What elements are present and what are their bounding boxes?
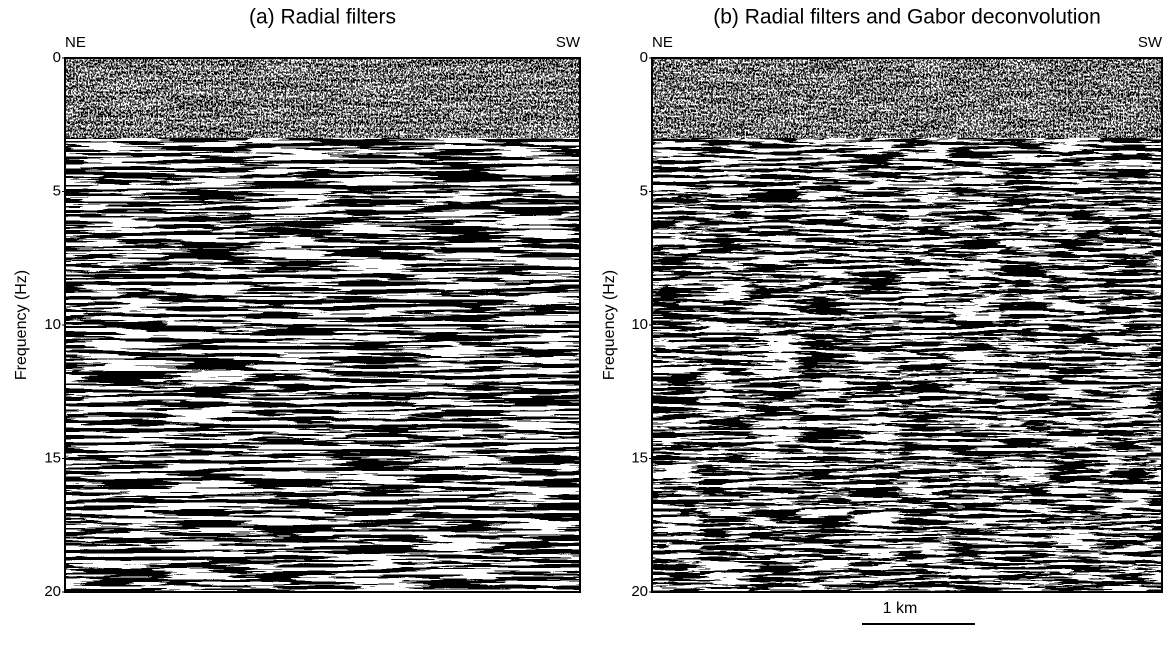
- panel-title: (a) Radial filters: [249, 6, 396, 29]
- y-tick-label: 0: [640, 49, 648, 66]
- direction-label: SW: [1138, 34, 1163, 51]
- y-tick-label: 20: [631, 583, 648, 600]
- noise-band: [652, 58, 1162, 138]
- direction-label: SW: [556, 34, 581, 51]
- panel-title: (b) Radial filters and Gabor deconvoluti…: [713, 6, 1101, 29]
- scale-bar-label: 1 km: [883, 600, 918, 617]
- y-axis-label: Frequency (Hz): [601, 270, 618, 380]
- seismic-section: [652, 58, 1162, 592]
- y-tick-label: 5: [640, 182, 648, 199]
- y-tick-label: 20: [44, 583, 61, 600]
- y-tick-label: 10: [44, 316, 61, 333]
- y-tick-label: 15: [631, 449, 648, 466]
- y-tick-label: 10: [631, 316, 648, 333]
- direction-label: NE: [65, 34, 86, 51]
- y-tick-label: 5: [53, 182, 61, 199]
- y-axis-label: Frequency (Hz): [13, 270, 30, 380]
- direction-label: NE: [652, 34, 673, 51]
- y-tick-label: 0: [53, 49, 61, 66]
- seismic-section: [65, 58, 580, 592]
- noise-band: [65, 58, 580, 138]
- y-tick-label: 15: [44, 449, 61, 466]
